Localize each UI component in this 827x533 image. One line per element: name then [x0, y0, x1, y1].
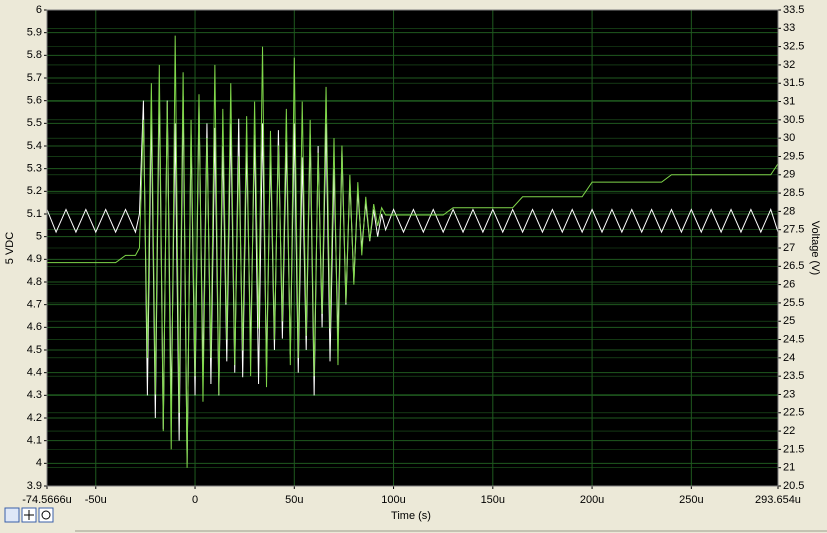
y-tick-label: 5.5: [27, 117, 42, 129]
y2-tick-label: 24.5: [783, 333, 804, 345]
y2-tick-label: 27.5: [783, 224, 804, 236]
y-tick-label: 6: [36, 4, 42, 16]
x-axis-label: Time (s): [391, 510, 431, 522]
x-tick-label: 250u: [679, 494, 703, 506]
x-tick-label: 200u: [580, 494, 604, 506]
y2-tick-label: 32.5: [783, 41, 804, 53]
y2-tick-label: 27: [783, 242, 795, 254]
y-tick-label: 5.6: [27, 95, 42, 107]
x-tick-label: 100u: [381, 494, 405, 506]
y2-tick-label: 26.5: [783, 260, 804, 272]
y-tick-label: 4.2: [27, 412, 42, 424]
x-tick-label: 0: [192, 494, 198, 506]
y2-tick-label: 31.5: [783, 77, 804, 89]
x-tick-label: 50u: [285, 494, 303, 506]
y2-tick-label: 26: [783, 279, 795, 291]
y-tick-label: 5.8: [27, 49, 42, 61]
x-tick-label: -50u: [85, 494, 107, 506]
y-tick-label: 5: [36, 231, 42, 243]
y-tick-label: 4.5: [27, 344, 42, 356]
y-tick-label: 4.1: [27, 435, 42, 447]
y-tick-label: 5.9: [27, 27, 42, 39]
y2-tick-label: 31: [783, 95, 795, 107]
y2-tick-label: 28.5: [783, 187, 804, 199]
x-tick-label: -74.5666u: [22, 494, 72, 506]
y2-tick-label: 23.5: [783, 370, 804, 382]
y2-tick-label: 23: [783, 388, 795, 400]
y2-tick-label: 22.5: [783, 407, 804, 419]
y2-tick-label: 20.5: [783, 480, 804, 492]
y2-tick-label: 29: [783, 169, 795, 181]
y-axis-label: 5 VDC: [4, 232, 16, 264]
zoom-button[interactable]: [4, 507, 20, 523]
y2-tick-label: 21: [783, 462, 795, 474]
y-tick-label: 4.7: [27, 299, 42, 311]
toolbar: [4, 507, 54, 523]
y2-tick-label: 30: [783, 132, 795, 144]
signal-line: [47, 35, 779, 468]
icon: [41, 510, 51, 520]
y-tick-label: 5.7: [27, 72, 42, 84]
y2-tick-label: 32: [783, 59, 795, 71]
y2-tick-label: 30.5: [783, 114, 804, 126]
y2-tick-label: 21.5: [783, 443, 804, 455]
y-tick-label: 5.4: [27, 140, 42, 152]
y-tick-label: 5.3: [27, 163, 42, 175]
x-tick-label: 150u: [481, 494, 505, 506]
y2-tick-label: 33: [783, 22, 795, 34]
pan-button[interactable]: [38, 507, 54, 523]
y-tick-label: 4: [36, 457, 42, 469]
y2-tick-label: 22: [783, 425, 795, 437]
y-tick-label: 4.8: [27, 276, 42, 288]
plot-border: [46, 9, 779, 487]
y2-tick-label: 25: [783, 315, 795, 327]
y2-tick-label: 24: [783, 352, 795, 364]
y2-axis-label: Voltage (V): [809, 221, 821, 275]
y-tick-label: 5.1: [27, 208, 42, 220]
y-tick-label: 3.9: [27, 480, 42, 492]
y-tick-label: 4.4: [27, 367, 42, 379]
y2-tick-label: 28: [783, 205, 795, 217]
x-tick-label: 293.654u: [755, 494, 801, 506]
y-tick-label: 5.2: [27, 185, 42, 197]
y-tick-label: 4.9: [27, 253, 42, 265]
y2-tick-label: 29.5: [783, 150, 804, 162]
y2-tick-label: 25.5: [783, 297, 804, 309]
y-tick-label: 4.3: [27, 389, 42, 401]
y2-tick-label: 33.5: [783, 4, 804, 16]
y-tick-label: 4.6: [27, 321, 42, 333]
